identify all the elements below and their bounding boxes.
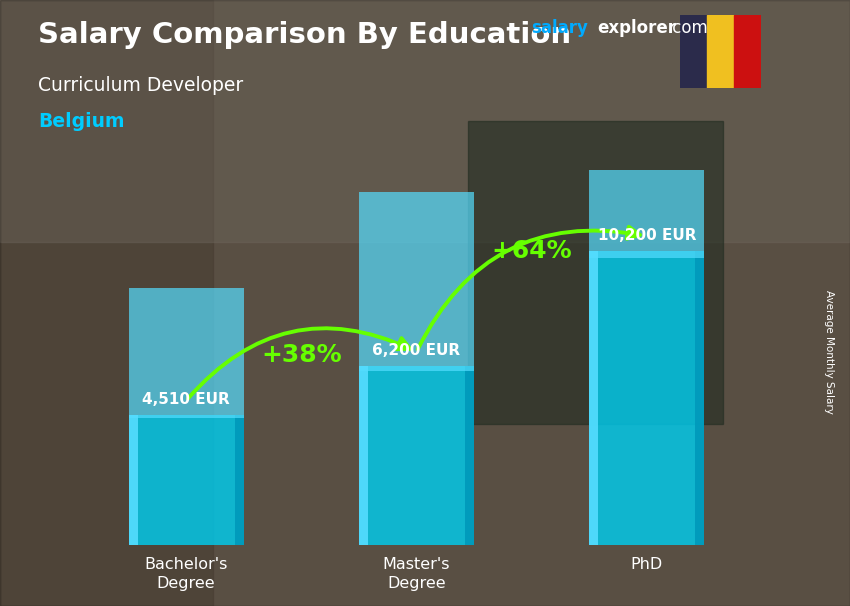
Bar xyxy=(695,251,705,545)
Text: 6,200 EUR: 6,200 EUR xyxy=(372,343,461,358)
Bar xyxy=(468,121,722,424)
Text: Salary Comparison By Education: Salary Comparison By Education xyxy=(38,21,571,49)
Text: explorer: explorer xyxy=(598,19,677,38)
Bar xyxy=(0,0,212,606)
Text: salary: salary xyxy=(531,19,588,38)
Bar xyxy=(589,251,705,545)
Bar xyxy=(128,288,244,418)
Text: .com: .com xyxy=(667,19,708,38)
Bar xyxy=(0,0,850,242)
Text: +64%: +64% xyxy=(491,239,572,263)
Bar xyxy=(128,415,244,545)
Text: 10,200 EUR: 10,200 EUR xyxy=(598,227,696,242)
Bar xyxy=(128,415,138,545)
Bar xyxy=(707,15,734,88)
Bar xyxy=(359,191,474,371)
Bar xyxy=(680,15,707,88)
Text: Belgium: Belgium xyxy=(38,112,125,131)
Bar xyxy=(359,366,474,545)
Bar xyxy=(465,366,474,545)
Text: 4,510 EUR: 4,510 EUR xyxy=(142,392,230,407)
Bar xyxy=(359,366,368,545)
Text: +38%: +38% xyxy=(261,342,342,367)
Text: Curriculum Developer: Curriculum Developer xyxy=(38,76,243,95)
Bar xyxy=(734,15,761,88)
Bar xyxy=(589,251,598,545)
FancyArrowPatch shape xyxy=(417,227,640,349)
Bar xyxy=(235,415,244,545)
Bar xyxy=(589,0,705,258)
FancyArrowPatch shape xyxy=(188,328,410,399)
Text: Average Monthly Salary: Average Monthly Salary xyxy=(824,290,834,413)
